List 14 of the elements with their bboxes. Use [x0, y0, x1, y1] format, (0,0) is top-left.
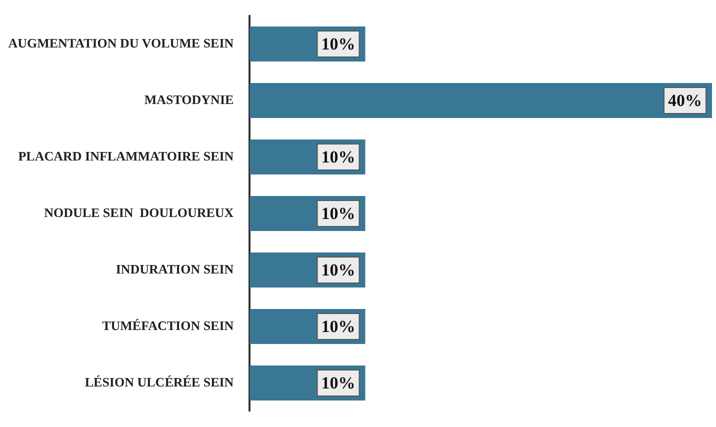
- data-label: 10%: [321, 204, 356, 223]
- data-label: 10%: [321, 316, 356, 336]
- data-label: 40%: [668, 90, 702, 110]
- data-label: 10%: [321, 260, 356, 280]
- data-label: 10%: [321, 34, 356, 54]
- y-tick-label: MASTODYNIE: [144, 92, 234, 107]
- data-label: 10%: [321, 373, 356, 392]
- y-tick-label: NODULE SEIN DOULOUREUX: [44, 204, 234, 220]
- y-tick-label: AUGMENTATION DU VOLUME SEIN: [8, 35, 234, 50]
- y-tick-label: TUMÉFACTION SEIN: [102, 318, 234, 333]
- data-label: 10%: [321, 147, 356, 166]
- y-tick-label: LÉSION ULCÉRÉE SEIN: [84, 374, 234, 390]
- y-tick-label: PLACARD INFLAMMATOIRE SEIN: [18, 148, 234, 164]
- y-tick-label: INDURATION SEIN: [116, 261, 234, 276]
